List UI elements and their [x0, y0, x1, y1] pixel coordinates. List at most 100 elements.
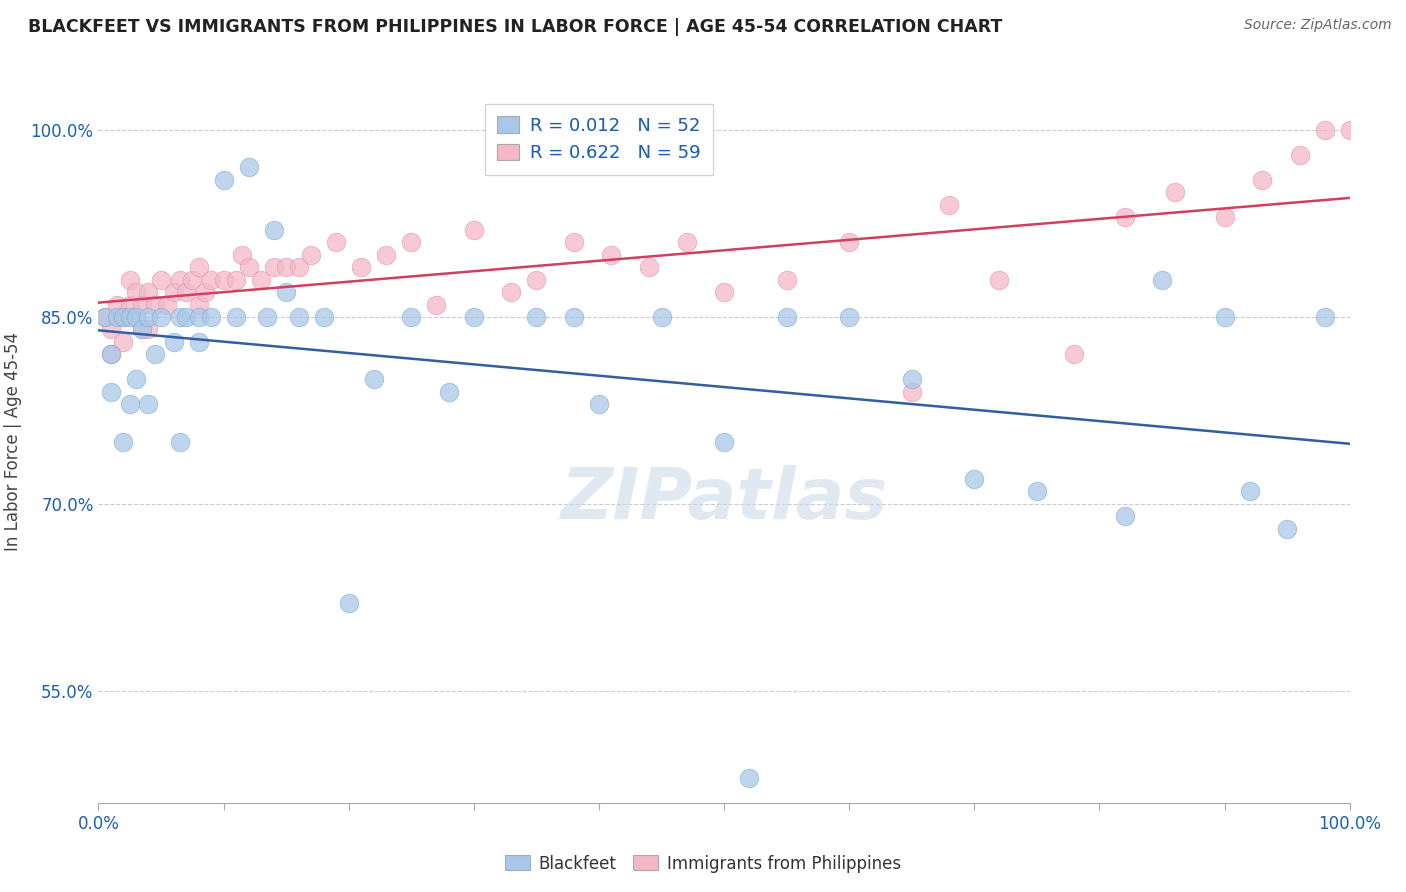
Point	[1114, 211, 1136, 225]
Point	[125, 285, 148, 299]
Point	[225, 272, 247, 286]
Point	[112, 334, 135, 349]
Point	[225, 310, 247, 324]
Point	[588, 397, 610, 411]
Legend: Blackfeet, Immigrants from Philippines: Blackfeet, Immigrants from Philippines	[499, 848, 907, 880]
Point	[194, 285, 217, 299]
Point	[138, 322, 160, 336]
Point	[174, 285, 197, 299]
Point	[238, 161, 260, 175]
Point	[350, 260, 373, 274]
Point	[713, 434, 735, 449]
Point	[776, 272, 799, 286]
Point	[231, 248, 253, 262]
Point	[938, 198, 960, 212]
Point	[562, 235, 585, 250]
Point	[838, 235, 860, 250]
Point	[212, 173, 235, 187]
Point	[187, 297, 209, 311]
Point	[713, 285, 735, 299]
Point	[200, 272, 222, 286]
Point	[463, 223, 485, 237]
Point	[524, 310, 547, 324]
Point	[1313, 310, 1336, 324]
Point	[212, 272, 235, 286]
Point	[274, 260, 298, 274]
Point	[675, 235, 697, 250]
Point	[900, 372, 922, 386]
Point	[100, 322, 122, 336]
Point	[401, 310, 423, 324]
Point	[118, 272, 141, 286]
Legend: R = 0.012   N = 52, R = 0.622   N = 59: R = 0.012 N = 52, R = 0.622 N = 59	[485, 103, 713, 175]
Point	[375, 248, 398, 262]
Point	[250, 272, 273, 286]
Point	[156, 297, 179, 311]
Point	[1239, 484, 1261, 499]
Point	[287, 260, 309, 274]
Point	[363, 372, 385, 386]
Y-axis label: In Labor Force | Age 45-54: In Labor Force | Age 45-54	[4, 332, 22, 551]
Point	[1313, 123, 1336, 137]
Point	[776, 310, 799, 324]
Point	[112, 310, 135, 324]
Point	[1114, 509, 1136, 524]
Text: BLACKFEET VS IMMIGRANTS FROM PHILIPPINES IN LABOR FORCE | AGE 45-54 CORRELATION : BLACKFEET VS IMMIGRANTS FROM PHILIPPINES…	[28, 18, 1002, 36]
Point	[1063, 347, 1085, 361]
Point	[169, 434, 191, 449]
Point	[638, 260, 661, 274]
Point	[174, 310, 197, 324]
Point	[118, 397, 141, 411]
Point	[125, 372, 148, 386]
Point	[963, 472, 986, 486]
Point	[337, 597, 360, 611]
Point	[93, 310, 115, 324]
Point	[900, 384, 922, 399]
Point	[131, 322, 153, 336]
Point	[181, 272, 204, 286]
Point	[162, 334, 184, 349]
Point	[501, 285, 523, 299]
Point	[1026, 484, 1049, 499]
Point	[138, 397, 160, 411]
Point	[125, 310, 148, 324]
Point	[100, 384, 122, 399]
Point	[274, 285, 298, 299]
Point	[299, 248, 322, 262]
Point	[138, 285, 160, 299]
Point	[1163, 186, 1185, 200]
Point	[1213, 310, 1236, 324]
Point	[562, 310, 585, 324]
Point	[187, 334, 209, 349]
Point	[131, 297, 153, 311]
Point	[93, 310, 115, 324]
Text: Source: ZipAtlas.com: Source: ZipAtlas.com	[1244, 18, 1392, 32]
Point	[187, 260, 209, 274]
Point	[1213, 211, 1236, 225]
Point	[118, 310, 141, 324]
Point	[143, 347, 166, 361]
Point	[200, 310, 222, 324]
Point	[1251, 173, 1274, 187]
Point	[312, 310, 335, 324]
Point	[143, 297, 166, 311]
Point	[401, 235, 423, 250]
Point	[738, 771, 761, 785]
Point	[112, 310, 135, 324]
Point	[263, 223, 285, 237]
Point	[118, 297, 141, 311]
Point	[105, 310, 128, 324]
Point	[150, 272, 173, 286]
Point	[600, 248, 623, 262]
Point	[187, 310, 209, 324]
Point	[100, 347, 122, 361]
Point	[437, 384, 460, 399]
Point	[150, 310, 173, 324]
Point	[162, 285, 184, 299]
Point	[169, 310, 191, 324]
Point	[1150, 272, 1173, 286]
Point	[325, 235, 347, 250]
Point	[1277, 522, 1299, 536]
Point	[131, 322, 153, 336]
Point	[112, 434, 135, 449]
